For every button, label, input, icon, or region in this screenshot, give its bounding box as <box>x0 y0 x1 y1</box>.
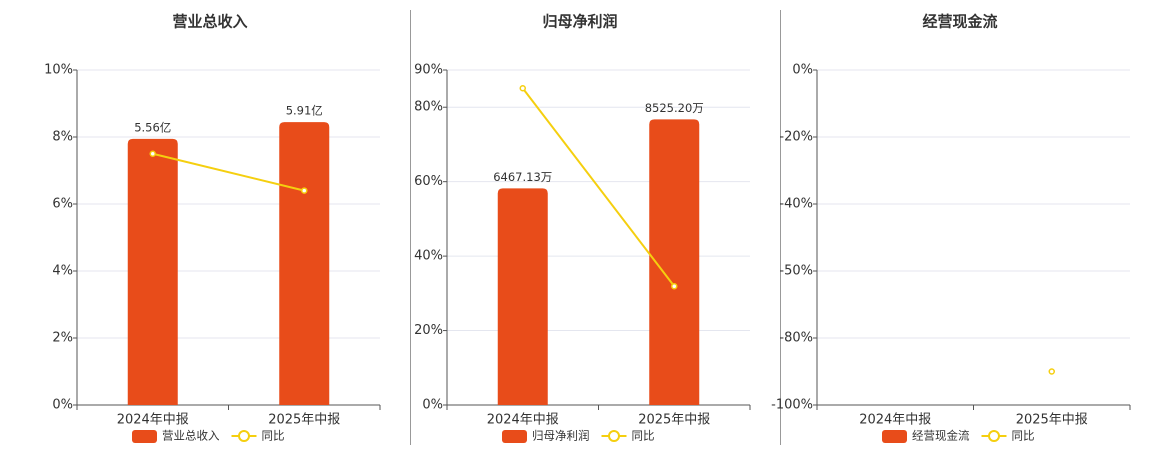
x-tick-label: 2024年中报 <box>859 413 931 428</box>
y-tick-label: -50% <box>779 264 813 279</box>
point <box>671 283 678 290</box>
value-label: 6467.13万 <box>493 170 552 184</box>
x-tick-label: 2025年中报 <box>268 413 340 428</box>
legend-swatch <box>132 430 157 443</box>
y-tick-label: 60% <box>414 174 443 189</box>
line <box>521 87 676 287</box>
legend-swatch <box>882 430 907 443</box>
legend-label: 同比 <box>632 429 655 443</box>
y-tick-label: -20% <box>779 130 813 145</box>
y-tick-label: 2% <box>52 331 73 346</box>
y-tick-label: 0% <box>422 398 443 413</box>
legend-label: 归母净利润 <box>532 429 590 443</box>
y-tick-label: 4% <box>52 264 73 279</box>
legend-label: 同比 <box>1012 429 1035 443</box>
bar <box>127 138 178 405</box>
chart-title: 归母净利润 <box>542 13 617 31</box>
line <box>152 152 305 192</box>
legend-label: 营业总收入 <box>162 429 220 443</box>
y-tick-label: -100% <box>771 398 813 413</box>
x-tick-label: 2025年中报 <box>1016 413 1088 428</box>
point <box>1048 368 1055 375</box>
legend-label: 经营现金流 <box>912 429 970 443</box>
legend-swatch <box>502 430 527 443</box>
y-tick-label: 0% <box>52 398 73 413</box>
value-label: 5.91亿 <box>286 104 323 118</box>
y-tick-label: 8% <box>52 130 73 145</box>
y-tick-label: -80% <box>779 331 813 346</box>
legend-swatch <box>988 430 1000 442</box>
bar <box>279 122 330 406</box>
y-tick-label: 80% <box>414 100 443 115</box>
value-label: 8525.20万 <box>645 101 704 115</box>
legend-label: 同比 <box>262 429 285 443</box>
bar <box>649 119 700 406</box>
point <box>149 150 156 157</box>
x-tick-label: 2024年中报 <box>487 413 559 428</box>
y-tick-label: -40% <box>779 197 813 212</box>
y-tick-label: 20% <box>414 323 443 338</box>
y-tick-label: 0% <box>792 63 813 78</box>
x-tick-label: 2024年中报 <box>117 413 189 428</box>
y-tick-label: 10% <box>44 63 73 78</box>
value-label: 5.56亿 <box>134 120 171 134</box>
x-tick-label: 2025年中报 <box>638 413 710 428</box>
chart-title: 经营现金流 <box>922 13 997 31</box>
legend-swatch <box>238 430 250 442</box>
bar <box>497 188 548 405</box>
y-tick-label: 6% <box>52 197 73 212</box>
point <box>519 84 526 92</box>
point <box>301 187 308 194</box>
y-tick-label: 40% <box>414 249 443 264</box>
y-tick-label: 90% <box>414 63 443 78</box>
legend-swatch <box>608 430 620 442</box>
chart-title: 营业总收入 <box>172 13 247 31</box>
